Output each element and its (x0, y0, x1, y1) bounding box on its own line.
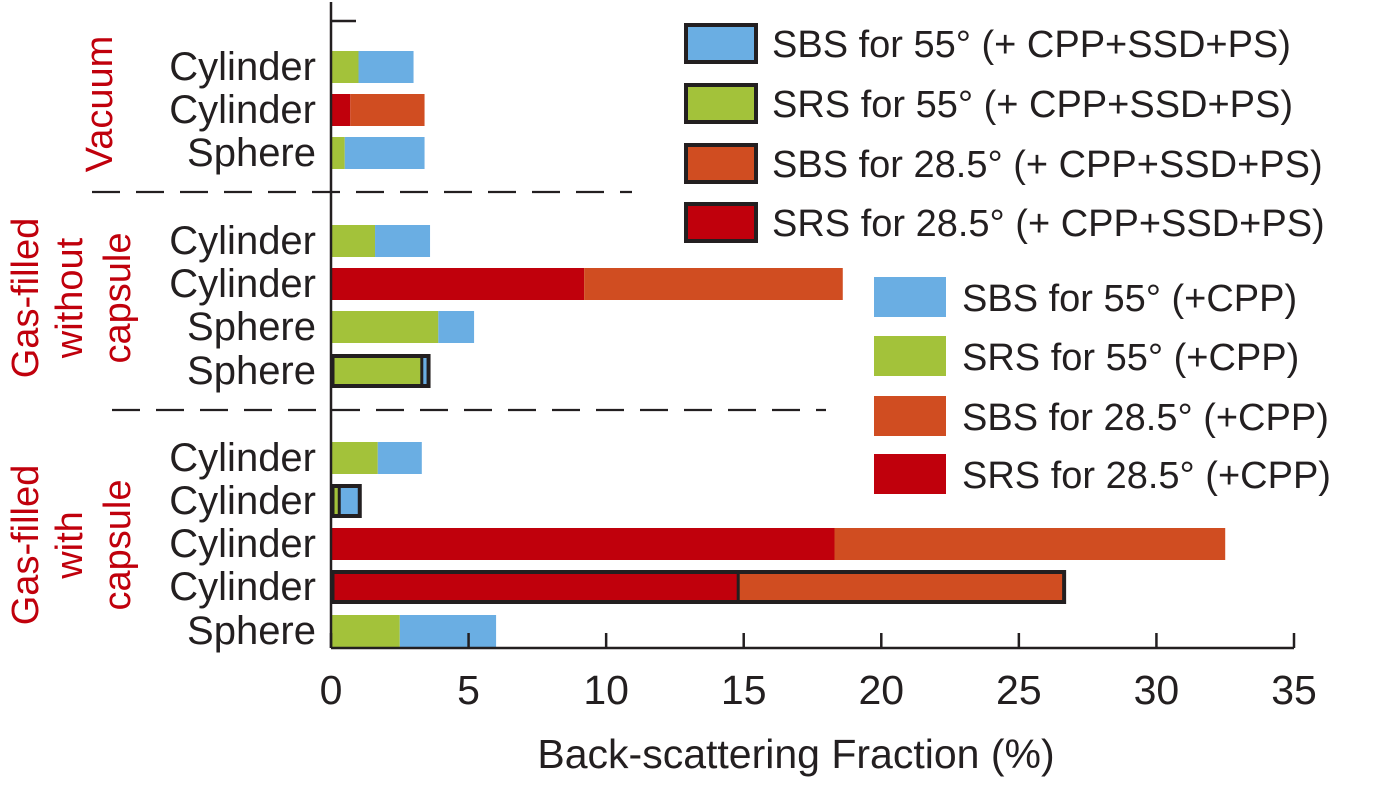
legend-swatch (684, 202, 758, 243)
x-tick-label: 15 (721, 667, 767, 713)
bar-sbs (344, 137, 425, 169)
legend-swatch (684, 143, 758, 184)
plot-area: CylinderCylinderSphereCylinderCylinderSp… (5, 2, 1317, 713)
legend-swatch (874, 396, 946, 436)
legend-label: SBS for 28.5° (+ CPP+SSD+PS) (772, 144, 1323, 186)
bar-srs (331, 51, 359, 83)
legend: SBS for 55° (+ CPP+SSD+PS) SRS for 55° (+… (684, 23, 1331, 497)
bar-sbs (834, 528, 1226, 560)
row-label: Cylinder (169, 479, 316, 523)
bar-srs (331, 268, 585, 300)
row-label: Cylinder (169, 45, 316, 89)
row-label: Cylinder (169, 522, 316, 566)
bar-outline (330, 570, 1067, 604)
bar-srs (331, 137, 345, 169)
legend-label: SRS for 55° (+ CPP+SSD+PS) (772, 84, 1293, 126)
legend-label: SBS for 28.5° (+CPP) (962, 397, 1329, 439)
group-label: Gas-filled (5, 465, 47, 626)
legend-label: SBS for 55° (+CPP) (962, 278, 1297, 320)
bar-outline (330, 484, 362, 518)
legend-label: SBS for 55° (+ CPP+SSD+PS) (772, 24, 1291, 66)
legend-label: SRS for 28.5° (+CPP) (962, 455, 1331, 497)
x-tick-label: 5 (457, 667, 480, 713)
x-tick-label: 35 (1271, 667, 1317, 713)
group-label: Vacuum (79, 36, 121, 173)
legend-label: SRS for 55° (+CPP) (962, 337, 1299, 379)
bar-srs (331, 615, 400, 647)
bar-sbs (350, 94, 425, 126)
row-label: Sphere (187, 305, 316, 349)
row-label: Cylinder (169, 436, 316, 480)
bar-srs (331, 356, 422, 386)
legend-swatch (874, 336, 946, 376)
bar-outline (330, 354, 431, 388)
bar-srs (331, 528, 835, 560)
row-label: Sphere (187, 349, 316, 393)
row-label: Sphere (187, 131, 316, 175)
row-label: Cylinder (169, 88, 316, 132)
bar-sbs (358, 51, 414, 83)
legend-swatch (684, 23, 758, 64)
row-label: Cylinder (169, 565, 316, 609)
bar-sbs (738, 572, 1066, 602)
group-label: capsule (97, 480, 139, 611)
group-label: Gas-filled (5, 218, 47, 379)
group-label: capsule (97, 233, 139, 364)
legend-label: SRS for 28.5° (+ CPP+SSD+PS) (772, 203, 1325, 245)
x-tick-label: 25 (996, 667, 1042, 713)
bar-srs (331, 311, 439, 343)
group-label: without (49, 237, 91, 359)
x-tick-label: 0 (320, 667, 343, 713)
legend-swatch (874, 277, 946, 317)
bar-srs (331, 442, 378, 474)
group-label: with (49, 511, 91, 580)
bar-sbs (421, 356, 431, 386)
x-axis-title: Back-scattering Fraction (%) (537, 731, 1054, 777)
bar-sbs (584, 268, 843, 300)
bar-sbs (438, 311, 475, 343)
bar-sbs (377, 442, 422, 474)
bar-srs (331, 486, 340, 516)
bar-srs (331, 572, 739, 602)
x-tick-label: 20 (858, 667, 904, 713)
bar-srs (331, 94, 351, 126)
legend-swatch (684, 83, 758, 124)
row-label: Cylinder (169, 219, 316, 263)
bar-sbs (399, 615, 497, 647)
bar-sbs (375, 225, 431, 257)
x-tick-label: 30 (1134, 667, 1180, 713)
legend-swatch (874, 454, 946, 494)
bar-sbs (339, 486, 362, 516)
row-label: Sphere (187, 609, 316, 653)
row-label: Cylinder (169, 262, 316, 306)
x-tick-label: 10 (583, 667, 629, 713)
bar-srs (331, 225, 376, 257)
